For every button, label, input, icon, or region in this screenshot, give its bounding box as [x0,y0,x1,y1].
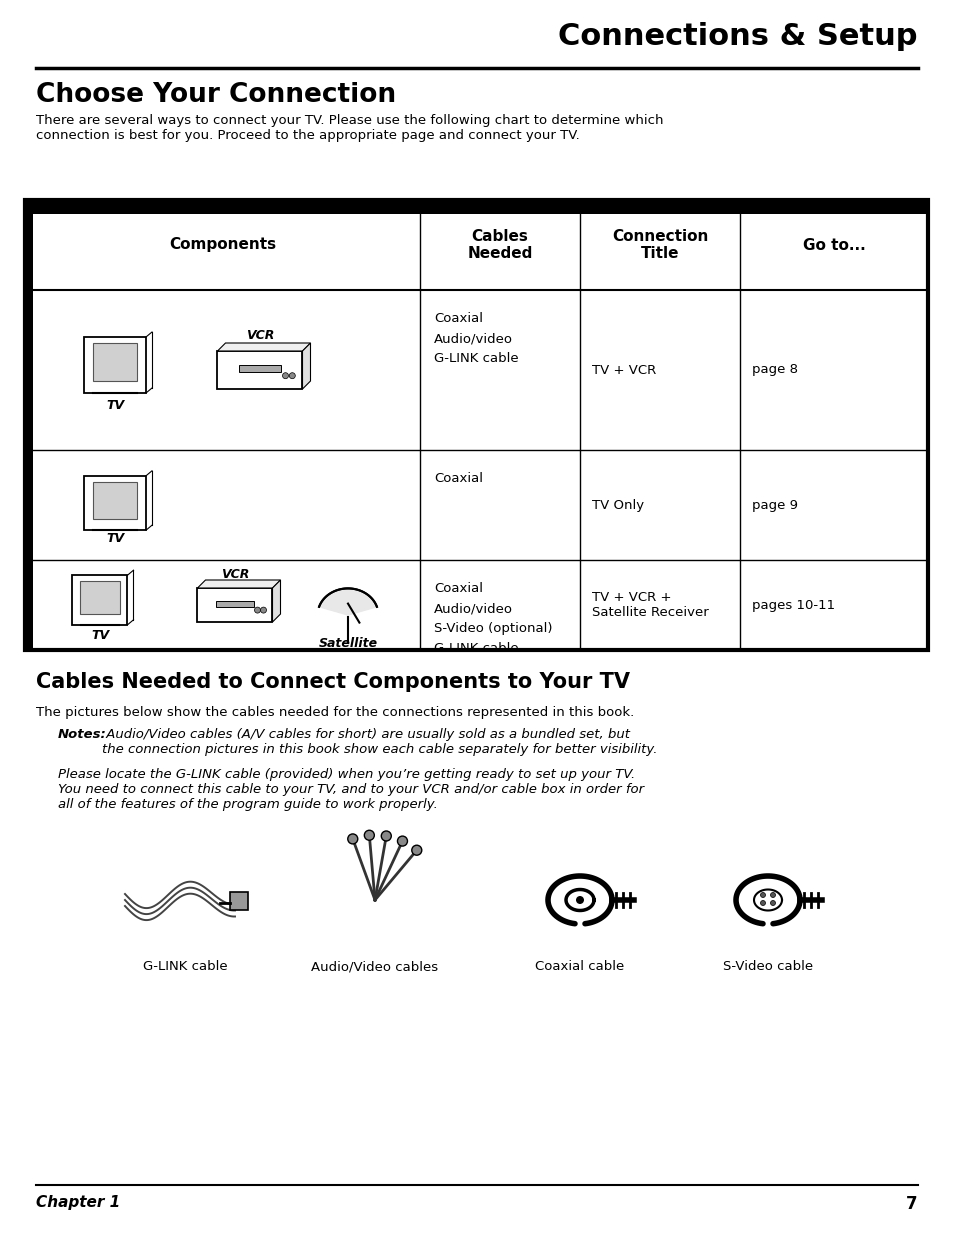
Circle shape [576,897,583,904]
Text: Notes:: Notes: [58,728,107,742]
Polygon shape [318,589,376,615]
Text: page 8: page 8 [751,363,797,377]
Text: Please locate the G-LINK cable (provided) when you’re getting ready to set up yo: Please locate the G-LINK cable (provided… [58,768,643,811]
Text: Go to...: Go to... [801,238,864,253]
Circle shape [760,893,764,898]
Text: TV: TV [91,629,109,642]
Text: The pictures below show the cables needed for the connections represented in thi: The pictures below show the cables neede… [36,706,634,719]
Text: Coaxial cable: Coaxial cable [535,960,624,973]
Text: S-Video cable: S-Video cable [722,960,812,973]
Text: There are several ways to connect your TV. Please use the following chart to det: There are several ways to connect your T… [36,114,662,143]
Bar [92,482,137,518]
Text: page 9: page 9 [751,498,797,511]
Circle shape [760,900,764,905]
Text: TV: TV [106,532,124,546]
Text: TV + VCR +
Satellite Receiver: TV + VCR + Satellite Receiver [592,591,708,619]
Bar [80,580,120,614]
Circle shape [770,900,775,905]
Bar [197,588,273,622]
Circle shape [381,831,391,841]
Circle shape [397,836,407,846]
Polygon shape [197,580,280,588]
Bar [25,200,927,650]
Text: VCR: VCR [220,568,249,582]
Bar [238,365,281,372]
Text: VCR: VCR [246,329,274,342]
Text: Coaxial
Audio/video
S-Video (optional)
G-LINK cable: Coaxial Audio/video S-Video (optional) G… [434,582,552,655]
Text: Connection
Title: Connection Title [611,229,707,262]
Text: Connections & Setup: Connections & Setup [558,22,917,51]
Circle shape [260,608,266,613]
Text: Audio/Video cables: Audio/Video cables [311,960,438,973]
Circle shape [348,835,357,844]
Text: pages 10-11: pages 10-11 [751,599,834,611]
Text: Cables Needed to Connect Components to Your TV: Cables Needed to Connect Components to Y… [36,672,629,692]
Text: Coaxial
Audio/video
G-LINK cable: Coaxial Audio/video G-LINK cable [434,312,518,365]
Text: Audio/Video cables (A/V cables for short) are usually sold as a bundled set, but: Audio/Video cables (A/V cables for short… [102,728,657,756]
Bar [217,351,302,389]
Circle shape [770,893,775,898]
Text: Satellite: Satellite [318,637,377,650]
Bar [25,200,927,215]
Bar [72,575,128,625]
Bar [25,200,927,650]
Bar [25,200,33,650]
Polygon shape [565,889,594,910]
Text: Cables
Needed: Cables Needed [467,229,532,262]
Text: Chapter 1: Chapter 1 [36,1195,120,1210]
Circle shape [254,608,260,613]
Circle shape [364,831,374,841]
Text: Components: Components [169,238,275,253]
Text: G-LINK cable: G-LINK cable [143,960,227,973]
Bar [92,343,137,381]
Circle shape [289,373,295,378]
Polygon shape [273,580,280,622]
Text: TV + VCR: TV + VCR [592,363,656,377]
Bar [230,892,248,910]
Polygon shape [302,343,310,389]
Bar [84,337,146,393]
Bar [216,600,253,606]
Text: Coaxial: Coaxial [434,472,482,485]
Text: TV Only: TV Only [592,498,643,511]
Circle shape [282,373,288,378]
Text: Choose Your Connection: Choose Your Connection [36,82,395,108]
Polygon shape [217,343,310,351]
Polygon shape [753,889,781,910]
Bar [84,476,146,531]
Text: 7: 7 [905,1195,917,1213]
Text: TV: TV [106,399,124,412]
Circle shape [412,846,421,856]
